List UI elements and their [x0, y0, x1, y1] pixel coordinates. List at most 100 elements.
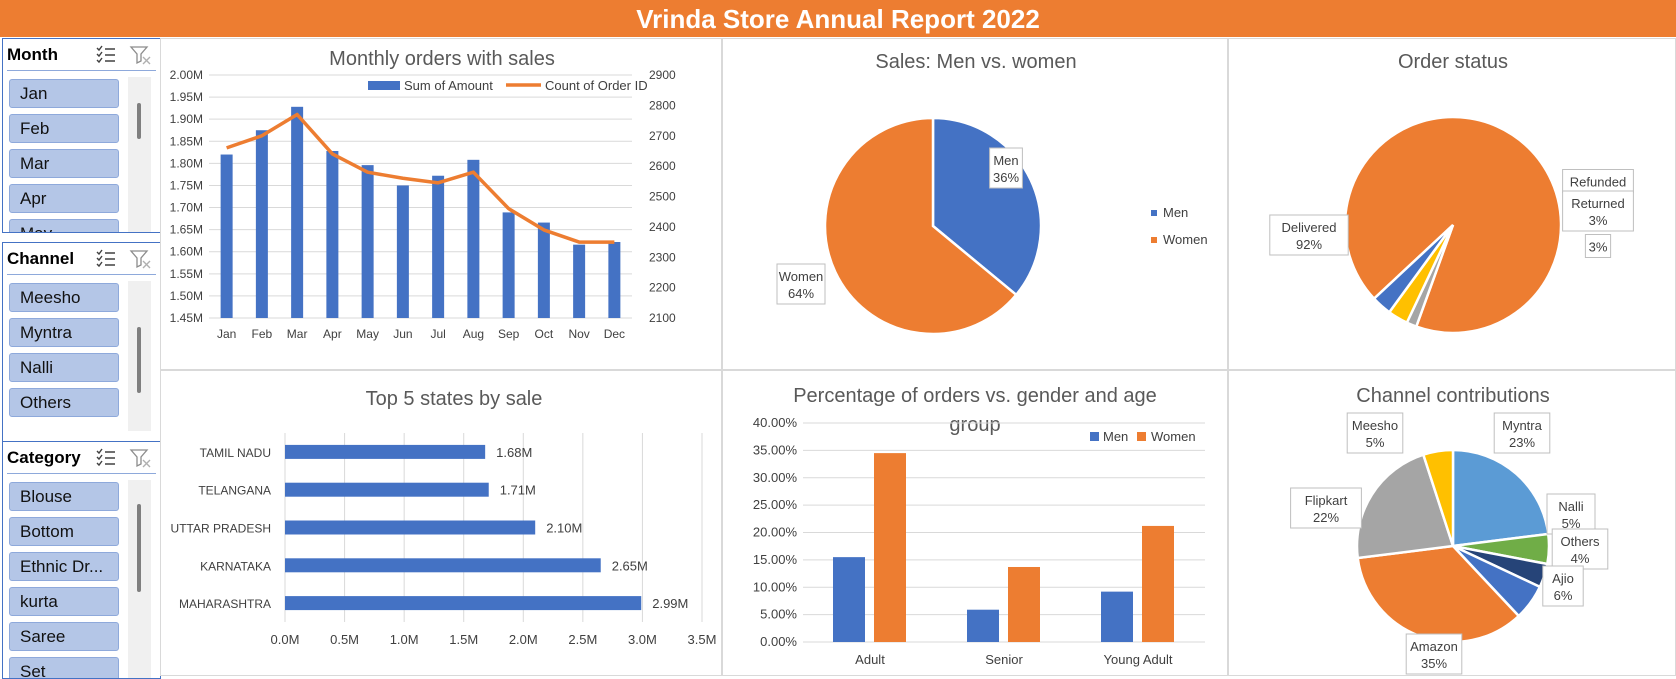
channel-slicer-scrollbar[interactable]	[128, 281, 151, 431]
legend-label: Women	[1151, 429, 1196, 444]
data-label-nalli: 5%	[1562, 516, 1581, 531]
legend-label: Women	[1163, 232, 1208, 247]
data-label-nalli: Nalli	[1558, 499, 1583, 514]
x-tick-label: 2.5M	[568, 632, 597, 647]
data-label-delivered: Delivered	[1282, 220, 1337, 235]
y-tick-label: 1.80M	[170, 156, 203, 170]
legend-swatch-men	[1151, 210, 1157, 216]
data-label-other: 3%	[1589, 240, 1608, 255]
slicer-item-set[interactable]: Set	[9, 657, 119, 678]
clear-filter-icon[interactable]	[129, 249, 152, 269]
bar-state	[285, 482, 489, 497]
y2-tick-label: 2100	[649, 311, 676, 325]
y-tick-label: 10.00%	[753, 579, 798, 594]
bar-men	[1101, 591, 1133, 642]
y-tick-label: 25.00%	[753, 497, 798, 512]
y-tick-label: TELANGANA	[198, 484, 271, 498]
x-tick-label: 1.5M	[449, 632, 478, 647]
data-label-others: 4%	[1571, 551, 1590, 566]
slicer-item-kurta[interactable]: kurta	[9, 587, 119, 616]
clear-filter-icon[interactable]	[129, 45, 152, 65]
data-label-meesho: 5%	[1366, 435, 1385, 450]
month-slicer-scrollbar[interactable]	[128, 77, 151, 232]
data-label-nalli-box	[1546, 493, 1596, 535]
order-status-chart: Order status Delivered 92% Refunded Returned…	[1228, 38, 1676, 370]
slicer-item-blouse[interactable]: Blouse	[9, 482, 119, 511]
data-label-delivered: 92%	[1296, 237, 1322, 252]
x-tick-label: Nov	[568, 327, 589, 341]
legend-swatch-men	[1090, 432, 1099, 441]
y-tick-label: 40.00%	[753, 415, 798, 430]
bar-amount	[573, 244, 586, 318]
channel-slicer-title: Channel	[7, 249, 75, 268]
chart-title: Percentage of orders vs. gender and age	[793, 385, 1157, 407]
y2-tick-label: 2700	[649, 129, 676, 143]
multi-select-icon[interactable]	[96, 45, 116, 64]
y2-tick-label: 2900	[649, 68, 676, 82]
x-tick-label: Aug	[463, 327, 484, 341]
slicer-item-may[interactable]: May	[9, 219, 119, 232]
data-label-flipkart: 22%	[1313, 510, 1339, 525]
legend-label: Count of Order ID	[545, 78, 648, 93]
y2-tick-label: 2300	[649, 250, 676, 264]
x-tick-label: Sep	[498, 327, 520, 341]
slicer-item-ethnic-dress[interactable]: Ethnic Dr...	[9, 552, 119, 581]
bar-amount	[537, 222, 550, 318]
slicer-item-mar[interactable]: Mar	[9, 149, 119, 178]
category-slicer-scrollbar[interactable]	[128, 480, 151, 678]
slicer-item-apr[interactable]: Apr	[9, 184, 119, 213]
legend-swatch-amount	[368, 81, 400, 90]
chart-title: Monthly orders with sales	[329, 48, 555, 70]
legend-label: Men	[1163, 205, 1188, 220]
data-label-delivered-box	[1269, 214, 1349, 256]
month-slicer[interactable]: Month Jan Feb Mar Apr May	[2, 38, 161, 233]
data-label-other-box	[1584, 234, 1612, 258]
x-tick-label: 3.0M	[628, 632, 657, 647]
y-tick-label: 35.00%	[753, 442, 798, 457]
y-tick-label: 1.45M	[170, 311, 203, 325]
bar-state	[285, 558, 601, 573]
bar-state	[285, 520, 536, 535]
y-tick-label: 1.55M	[170, 267, 203, 281]
y-tick-label: TAMIL NADU	[200, 446, 271, 460]
data-label: 1.71M	[500, 483, 536, 498]
chart-title: Order status	[1398, 51, 1508, 73]
slicer-item-saree[interactable]: Saree	[9, 622, 119, 651]
clear-filter-icon[interactable]	[129, 448, 152, 468]
legend-swatch-women	[1137, 432, 1146, 441]
data-label: 2.65M	[612, 558, 648, 573]
category-slicer[interactable]: Category Blouse Bottom Ethnic Dr... kurt…	[2, 441, 161, 679]
data-label-meesho-box	[1346, 412, 1404, 454]
x-tick-label: Dec	[604, 327, 625, 341]
channel-slicer[interactable]: Channel Meesho Myntra Nalli Others	[2, 242, 161, 442]
bar-amount	[255, 130, 268, 318]
data-label-others-box	[1551, 528, 1609, 570]
report-title: Vrinda Store Annual Report 2022	[636, 4, 1040, 34]
chart-title: Top 5 states by sale	[366, 388, 543, 410]
slicer-item-meesho[interactable]: Meesho	[9, 283, 119, 312]
data-label-amazon: Amazon	[1410, 639, 1458, 654]
data-label-ajio: 6%	[1554, 588, 1573, 603]
x-tick-label: Apr	[323, 327, 342, 341]
data-label-ajio: Ajio	[1552, 571, 1574, 586]
data-label-men-box	[989, 147, 1023, 189]
bar-amount	[432, 175, 445, 318]
bar-amount	[608, 242, 621, 318]
slicer-item-feb[interactable]: Feb	[9, 114, 119, 143]
pie-slice-myntra	[1451, 448, 1550, 548]
slicer-item-bottom[interactable]: Bottom	[9, 517, 119, 546]
data-label-myntra: Myntra	[1502, 418, 1543, 433]
slicer-item-jan[interactable]: Jan	[9, 79, 119, 108]
y-tick-label: 2.00M	[170, 68, 203, 82]
slicer-item-myntra[interactable]: Myntra	[9, 318, 119, 347]
pie-slice-women	[823, 116, 1018, 336]
legend-swatch-women	[1151, 237, 1157, 243]
multi-select-icon[interactable]	[96, 448, 116, 467]
slicer-item-nalli[interactable]: Nalli	[9, 353, 119, 382]
slicer-item-others[interactable]: Others	[9, 388, 119, 417]
multi-select-icon[interactable]	[96, 249, 116, 268]
y-tick-label: KARNATAKA	[200, 559, 271, 573]
data-label-amazon-box	[1405, 633, 1463, 675]
data-label: 2.10M	[546, 521, 582, 536]
y-tick-label: 1.70M	[170, 201, 203, 215]
